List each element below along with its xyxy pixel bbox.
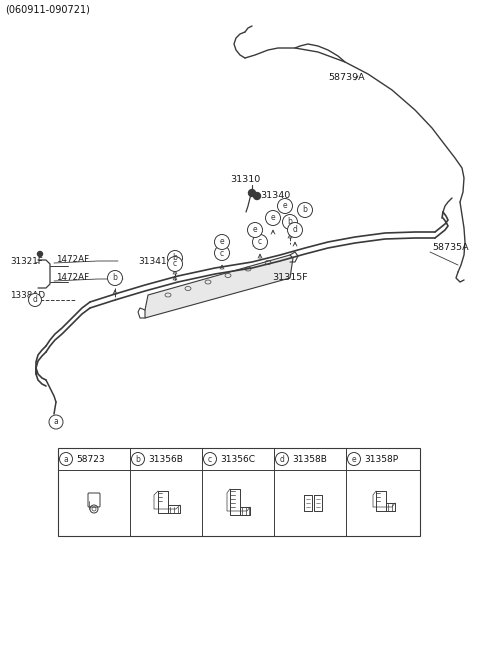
Circle shape bbox=[37, 251, 43, 256]
Circle shape bbox=[60, 453, 72, 466]
Text: c: c bbox=[258, 237, 262, 247]
Text: b: b bbox=[302, 205, 307, 215]
Text: a: a bbox=[64, 455, 68, 464]
Circle shape bbox=[132, 453, 144, 466]
Circle shape bbox=[253, 192, 261, 199]
Circle shape bbox=[249, 190, 255, 197]
Text: 1338AD: 1338AD bbox=[10, 291, 45, 300]
Bar bbox=[58, 448, 420, 536]
Text: (060911-090721): (060911-090721) bbox=[5, 5, 90, 15]
Circle shape bbox=[28, 293, 41, 306]
Circle shape bbox=[276, 453, 288, 466]
Text: d: d bbox=[33, 295, 37, 304]
Text: 1472AF: 1472AF bbox=[56, 272, 89, 281]
Text: 58739A: 58739A bbox=[328, 73, 365, 83]
Text: e: e bbox=[283, 201, 288, 211]
Circle shape bbox=[168, 256, 182, 272]
Text: 31341: 31341 bbox=[138, 256, 167, 266]
Text: e: e bbox=[220, 237, 224, 247]
Text: 31315F: 31315F bbox=[272, 274, 308, 283]
Circle shape bbox=[215, 245, 229, 260]
Text: 31358B: 31358B bbox=[292, 455, 327, 464]
Circle shape bbox=[248, 222, 263, 237]
Text: 31358P: 31358P bbox=[364, 455, 398, 464]
Text: a: a bbox=[54, 417, 59, 426]
Text: 58723: 58723 bbox=[76, 455, 105, 464]
Circle shape bbox=[168, 251, 182, 266]
Text: 31356B: 31356B bbox=[148, 455, 183, 464]
Text: c: c bbox=[173, 260, 177, 268]
Text: 31340: 31340 bbox=[260, 192, 290, 201]
Text: 31356C: 31356C bbox=[220, 455, 255, 464]
Text: 58735A: 58735A bbox=[432, 243, 468, 253]
Text: e: e bbox=[271, 213, 276, 222]
Text: c: c bbox=[208, 455, 212, 464]
Circle shape bbox=[215, 234, 229, 249]
Text: b: b bbox=[113, 274, 118, 283]
Text: 1472AF: 1472AF bbox=[56, 255, 89, 264]
Text: b: b bbox=[173, 253, 178, 262]
Text: d: d bbox=[293, 226, 298, 234]
Text: b: b bbox=[288, 218, 292, 226]
Circle shape bbox=[283, 215, 298, 230]
Text: 31321F: 31321F bbox=[10, 258, 43, 266]
Circle shape bbox=[265, 211, 280, 226]
Circle shape bbox=[252, 234, 267, 249]
Text: b: b bbox=[135, 455, 141, 464]
Text: e: e bbox=[252, 226, 257, 234]
Circle shape bbox=[204, 453, 216, 466]
Circle shape bbox=[348, 453, 360, 466]
Circle shape bbox=[288, 222, 302, 237]
Text: e: e bbox=[352, 455, 356, 464]
Text: c: c bbox=[220, 249, 224, 258]
Polygon shape bbox=[145, 255, 293, 318]
Circle shape bbox=[108, 270, 122, 285]
Circle shape bbox=[49, 415, 63, 429]
Text: 31310: 31310 bbox=[230, 176, 260, 184]
Circle shape bbox=[277, 199, 292, 213]
Circle shape bbox=[298, 203, 312, 218]
Text: d: d bbox=[279, 455, 285, 464]
